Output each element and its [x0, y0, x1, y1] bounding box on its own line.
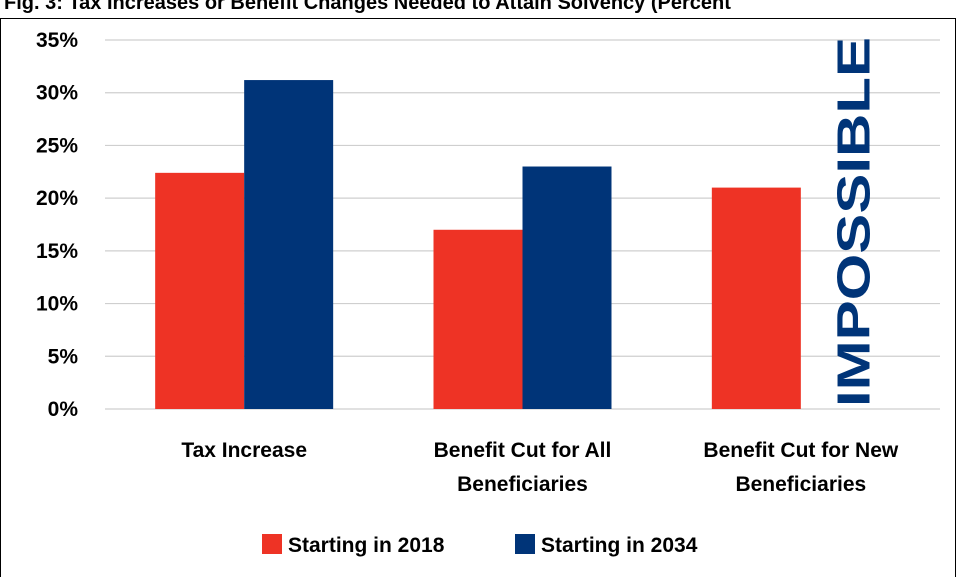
y-tick-label: 10%: [36, 293, 78, 316]
chart-title: Fig. 3: Tax Increases or Benefit Changes…: [4, 0, 731, 14]
bar: [155, 172, 245, 409]
bar: [711, 187, 801, 409]
x-category-label: Beneficiaries: [735, 473, 866, 496]
x-category-label: Beneficiaries: [457, 473, 588, 496]
bar: [244, 80, 334, 409]
legend-label: Starting in 2034: [541, 534, 698, 557]
y-axis: 0% 5% 10% 15% 20% 25% 30% 35%: [36, 29, 78, 421]
y-tick-label: 20%: [36, 187, 78, 210]
y-tick-label: 15%: [36, 240, 78, 263]
y-tick-label: 5%: [48, 345, 79, 368]
legend-swatch: [515, 534, 535, 554]
legend-swatch: [262, 534, 282, 554]
x-category-label: Benefit Cut for New: [703, 439, 899, 462]
x-axis: Tax Increase Benefit Cut for All Beneficia…: [181, 439, 899, 496]
legend: Starting in 2018 Starting in 2034: [262, 534, 698, 557]
x-category-label: Tax Increase: [181, 439, 307, 462]
y-tick-label: 30%: [36, 82, 78, 105]
legend-label: Starting in 2018: [288, 534, 445, 557]
bar: [433, 229, 523, 409]
bars: [155, 80, 801, 409]
impossible-annotation: IMPOSSIBLE: [827, 37, 879, 407]
x-category-label: Benefit Cut for All: [434, 439, 612, 462]
bar: [522, 166, 612, 409]
annotation-layer: IMPOSSIBLE: [827, 37, 879, 407]
y-tick-label: 0%: [48, 398, 79, 421]
y-tick-label: 35%: [36, 29, 78, 52]
chart-frame: [0, 18, 956, 577]
y-tick-label: 25%: [36, 134, 78, 157]
